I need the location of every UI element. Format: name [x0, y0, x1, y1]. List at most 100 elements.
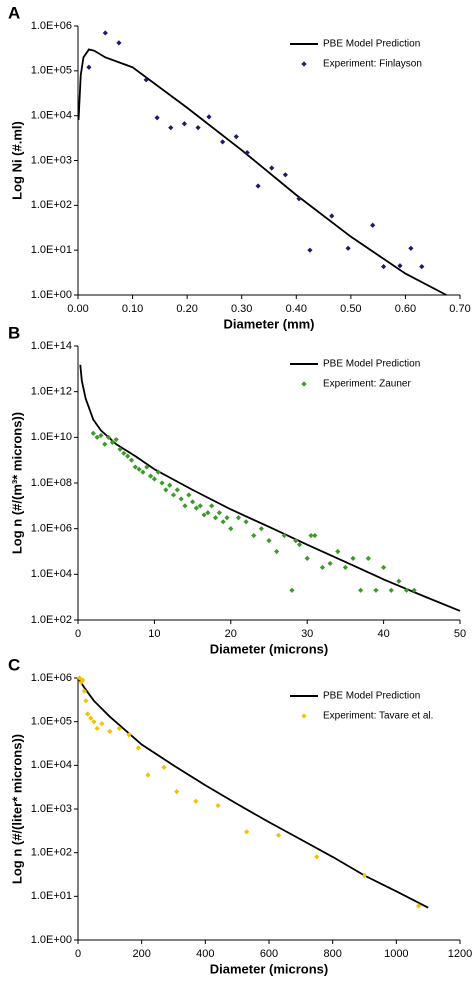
data-point [161, 764, 167, 770]
data-point [220, 519, 226, 525]
data-point [296, 542, 303, 548]
data-point [233, 134, 239, 140]
data-point [181, 121, 188, 127]
legend-label: Experiment: Zauner [323, 379, 411, 390]
data-point [145, 772, 151, 778]
data-point [281, 532, 287, 539]
data-point [81, 688, 87, 694]
x-tick-label: 800 [323, 948, 341, 960]
x-tick-label: 600 [260, 948, 278, 960]
data-point [215, 802, 221, 809]
data-point [91, 719, 97, 725]
data-point [388, 587, 394, 593]
x-axis-label: Diameter (microns) [210, 641, 328, 656]
data-point [155, 469, 161, 475]
y-tick-label: 1.0E+02 [31, 199, 72, 211]
data-point [358, 587, 364, 593]
data-point [308, 532, 314, 539]
data-point [408, 245, 414, 251]
data-point [307, 247, 313, 253]
panel-label: A [8, 3, 20, 22]
y-tick-label: 1.0E+04 [31, 759, 72, 771]
x-tick-label: 10 [148, 628, 160, 640]
data-point [205, 510, 211, 516]
data-point [135, 745, 142, 751]
legend-marker [301, 61, 307, 67]
data-point [201, 512, 207, 518]
data-point [396, 578, 402, 584]
data-point [312, 532, 318, 539]
data-point [216, 510, 222, 516]
legend-marker [301, 713, 307, 719]
data-point [132, 464, 138, 470]
data-point [182, 503, 188, 509]
y-tick-label: 1.0E+01 [31, 890, 72, 902]
data-point [193, 798, 199, 804]
data-point [107, 728, 113, 734]
data-point [125, 453, 131, 459]
data-point [186, 492, 192, 498]
data-point [269, 165, 275, 171]
x-tick-label: 1000 [384, 948, 408, 960]
data-point [381, 263, 387, 270]
legend-label: PBE Model Prediction [323, 359, 420, 370]
data-point [228, 526, 234, 532]
data-point [361, 872, 368, 879]
model-line [79, 364, 461, 612]
legend-label: Experiment: Tavare et al. [323, 711, 433, 722]
data-point [266, 538, 272, 544]
x-tick-label: 30 [301, 628, 313, 640]
x-axis-label: Diameter (mm) [223, 316, 314, 331]
data-point [397, 263, 403, 269]
data-point [116, 725, 122, 732]
y-tick-label: 1.0E+06 [31, 20, 72, 32]
data-point [154, 115, 160, 121]
data-point [147, 473, 154, 479]
data-point [190, 499, 196, 505]
data-point [174, 789, 180, 795]
data-point [84, 711, 91, 717]
data-point [151, 476, 157, 482]
data-point [258, 526, 264, 532]
y-tick-label: 1.0E+00 [31, 289, 72, 301]
x-tick-label: 0.60 [395, 303, 416, 315]
data-point [78, 679, 84, 685]
data-point [304, 555, 310, 561]
data-point [293, 538, 299, 544]
x-tick-label: 0.20 [176, 303, 197, 315]
x-tick-label: 0 [75, 628, 81, 640]
data-point [80, 677, 86, 683]
data-point [94, 725, 100, 732]
data-point [98, 432, 104, 439]
data-point [167, 482, 173, 488]
data-point [86, 64, 92, 70]
y-tick-label: 1.0E+03 [31, 154, 72, 166]
data-point [224, 515, 230, 521]
data-point [381, 564, 387, 571]
data-point [244, 829, 250, 835]
x-tick-label: 0.10 [122, 303, 143, 315]
data-point [289, 587, 295, 593]
data-point [90, 430, 96, 436]
data-point [193, 505, 200, 511]
legend-label: Experiment: Finlayson [323, 59, 422, 70]
panel-label: B [8, 323, 20, 342]
y-axis-label: Log n (#/(m³* microns)) [9, 412, 24, 554]
y-tick-label: 1.0E+02 [31, 614, 72, 626]
data-point [345, 245, 351, 251]
data-point [419, 263, 425, 270]
y-tick-label: 1.0E+01 [31, 244, 72, 256]
y-tick-label: 1.0E+12 [31, 386, 72, 398]
data-point [335, 548, 341, 555]
data-point [140, 469, 146, 475]
data-point [370, 222, 376, 228]
y-tick-label: 1.0E+05 [31, 716, 72, 728]
data-point [144, 464, 150, 470]
data-point [178, 496, 184, 502]
data-point [128, 457, 135, 463]
x-tick-label: 0.00 [67, 303, 88, 315]
y-tick-label: 1.0E+06 [31, 523, 72, 535]
data-point [296, 196, 302, 202]
data-point [244, 150, 250, 156]
